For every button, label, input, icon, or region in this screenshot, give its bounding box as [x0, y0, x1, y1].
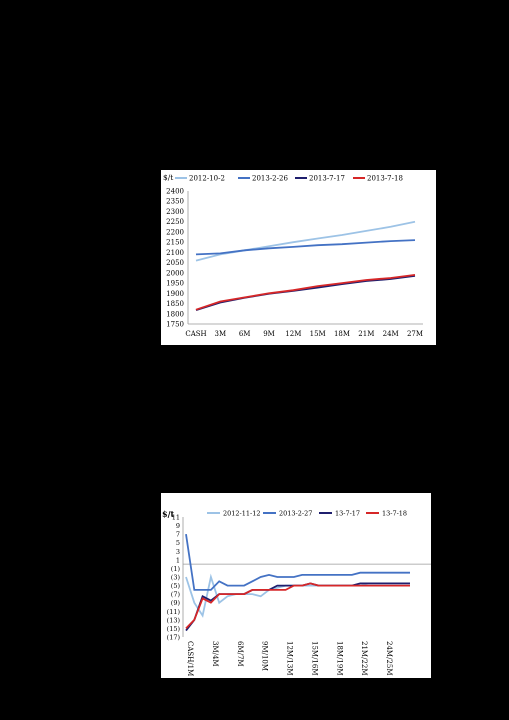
- series-line: [195, 239, 416, 256]
- x-tick-label: CASH: [185, 330, 206, 338]
- y-axis-unit-label: $/t: [163, 173, 173, 182]
- y-tick-label: 2350: [166, 198, 184, 206]
- y-tick-label: 2150: [166, 239, 184, 247]
- y-tick-label: 2100: [166, 249, 184, 257]
- series-line: [185, 533, 410, 591]
- y-tick-label: 11: [172, 514, 180, 522]
- x-tick-label: 15M/16M: [310, 641, 318, 676]
- x-tick-label: 18M: [334, 330, 350, 338]
- series-line: [195, 275, 416, 311]
- x-tick-label: 24M: [383, 330, 399, 338]
- legend-label: 2013-7-17: [309, 175, 345, 183]
- x-tick-label: 3M/4M: [211, 641, 219, 667]
- x-tick-label: 6M/7M: [236, 641, 244, 667]
- y-tick-label: 1850: [166, 300, 184, 308]
- legend-label: 2013-2-27: [279, 510, 312, 518]
- y-tick-label: 2250: [166, 218, 184, 226]
- y-tick-label: 2400: [166, 188, 184, 196]
- y-tick-label: (1): [171, 565, 181, 573]
- y-tick-label: 2000: [166, 269, 184, 277]
- y-tick-label: (5): [171, 582, 181, 590]
- y-tick-label: (13): [167, 616, 181, 624]
- x-tick-label: 9M: [263, 330, 275, 338]
- legend-label: 2013-7-18: [367, 175, 403, 183]
- series-line: [185, 582, 410, 630]
- y-tick-label: (17): [167, 634, 181, 642]
- y-tick-label: 2050: [166, 259, 184, 267]
- y-tick-label: (7): [171, 591, 181, 599]
- y-tick-label: 1900: [166, 290, 184, 298]
- x-tick-label: 27M: [407, 330, 423, 338]
- x-tick-label: CASH/1M: [186, 641, 194, 676]
- series-line: [195, 274, 416, 311]
- x-tick-label: 21M: [358, 330, 374, 338]
- y-tick-label: 9: [176, 522, 180, 530]
- x-tick-label: 3M: [215, 330, 227, 338]
- x-tick-label: 12M: [285, 330, 301, 338]
- chart-panel-spreads: $/t 11 9 7 5 3 1 (1) (3) (5) (7) (9) (11) (13) (15) (17…: [161, 493, 431, 678]
- y-tick-label: 2300: [166, 208, 184, 216]
- y-tick-label: 5: [176, 539, 180, 547]
- y-tick-label: 2200: [166, 228, 184, 236]
- series-line: [185, 582, 410, 632]
- x-tick-label: 9M/10M: [261, 641, 269, 671]
- x-tick-label: 12M/13M: [286, 641, 294, 676]
- y-tick-label: 3: [176, 548, 180, 556]
- y-tick-label: (11): [167, 608, 181, 616]
- y-tick-label: 1950: [166, 280, 184, 288]
- x-tick-label: 18M/19M: [335, 641, 343, 676]
- y-tick-label: 1750: [166, 321, 184, 329]
- y-tick-label: 1: [176, 556, 180, 564]
- y-tick-label: 1800: [166, 310, 184, 318]
- y-tick-label: 7: [176, 531, 180, 539]
- legend-label: 13-7-18: [382, 510, 407, 518]
- x-tick-label: 24M/25M: [385, 641, 393, 676]
- legend-label: 2013-2-26: [252, 175, 288, 183]
- x-tick-label: 6M: [239, 330, 251, 338]
- forward-curve-chart: $/t 1750 1800 1850 1900 1950 2000 2050 2100 2150 2…: [163, 173, 423, 338]
- chart-panel-forward-curve: $/t 1750 1800 1850 1900 1950 2000 2050 2100 2150 2…: [161, 170, 436, 345]
- legend-label: 2012-11-12: [223, 510, 260, 518]
- y-tick-label: (9): [171, 599, 181, 607]
- x-tick-label: 21M/22M: [360, 641, 368, 676]
- legend-label: 2012-10-2: [189, 175, 225, 183]
- legend-label: 13-7-17: [335, 510, 360, 518]
- spread-chart: $/t1197531(1)(3)(5)(7)(9)(11)(13)(15)(17…: [162, 509, 431, 676]
- y-tick-label: (15): [167, 625, 181, 633]
- x-tick-label: 15M: [310, 330, 326, 338]
- y-tick-label: (3): [171, 574, 181, 582]
- y-axis-unit-label: $/t: [162, 509, 174, 519]
